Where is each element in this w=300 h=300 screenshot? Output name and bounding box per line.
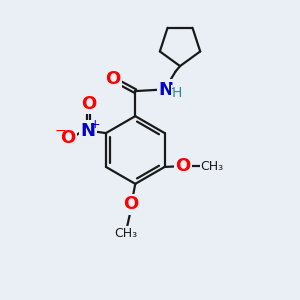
- Text: −: −: [54, 124, 66, 138]
- Text: +: +: [90, 118, 101, 131]
- Text: CH₃: CH₃: [114, 227, 137, 240]
- Text: CH₃: CH₃: [200, 160, 223, 173]
- Text: O: O: [175, 157, 190, 175]
- Text: O: O: [81, 94, 96, 112]
- Text: O: O: [123, 196, 139, 214]
- Text: O: O: [60, 129, 75, 147]
- Text: ·: ·: [170, 84, 174, 94]
- Text: N: N: [158, 81, 173, 99]
- Text: O: O: [105, 70, 120, 88]
- Text: N: N: [81, 122, 96, 140]
- Text: H: H: [171, 86, 182, 100]
